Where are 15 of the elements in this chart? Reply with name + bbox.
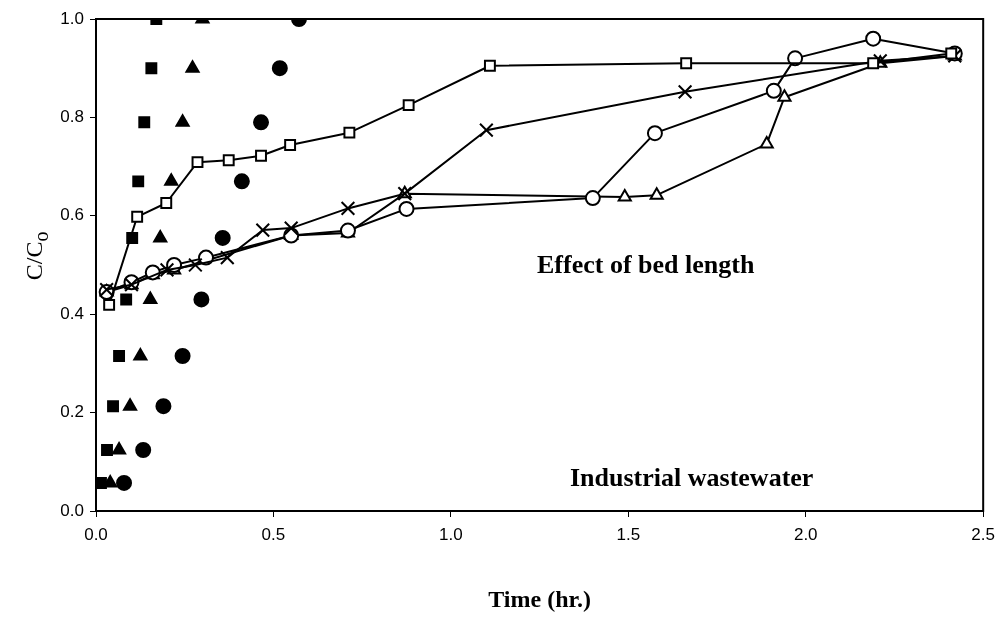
x-axis-title: Time (hr.) xyxy=(488,585,591,612)
y-tick-label: 0.6 xyxy=(60,205,84,225)
y-tick-label: 0.2 xyxy=(60,402,84,422)
x-tick-label: 0.0 xyxy=(84,524,108,544)
annotation: Industrial wastewater xyxy=(570,463,814,493)
x-tick-label: 2.0 xyxy=(793,524,818,544)
y-tick-label: 0.0 xyxy=(60,500,84,520)
x-tick-label: 0.5 xyxy=(261,524,286,544)
x-tick-label: 1.5 xyxy=(616,524,641,544)
y-tick-label: 0.4 xyxy=(60,303,84,323)
annotation: Effect of bed length xyxy=(537,250,755,280)
y-tick-label: 0.8 xyxy=(60,107,84,127)
x-tick-label: 1.0 xyxy=(439,524,463,544)
x-tick-label: 2.5 xyxy=(971,524,995,544)
y-tick-label: 1.0 xyxy=(60,8,84,28)
